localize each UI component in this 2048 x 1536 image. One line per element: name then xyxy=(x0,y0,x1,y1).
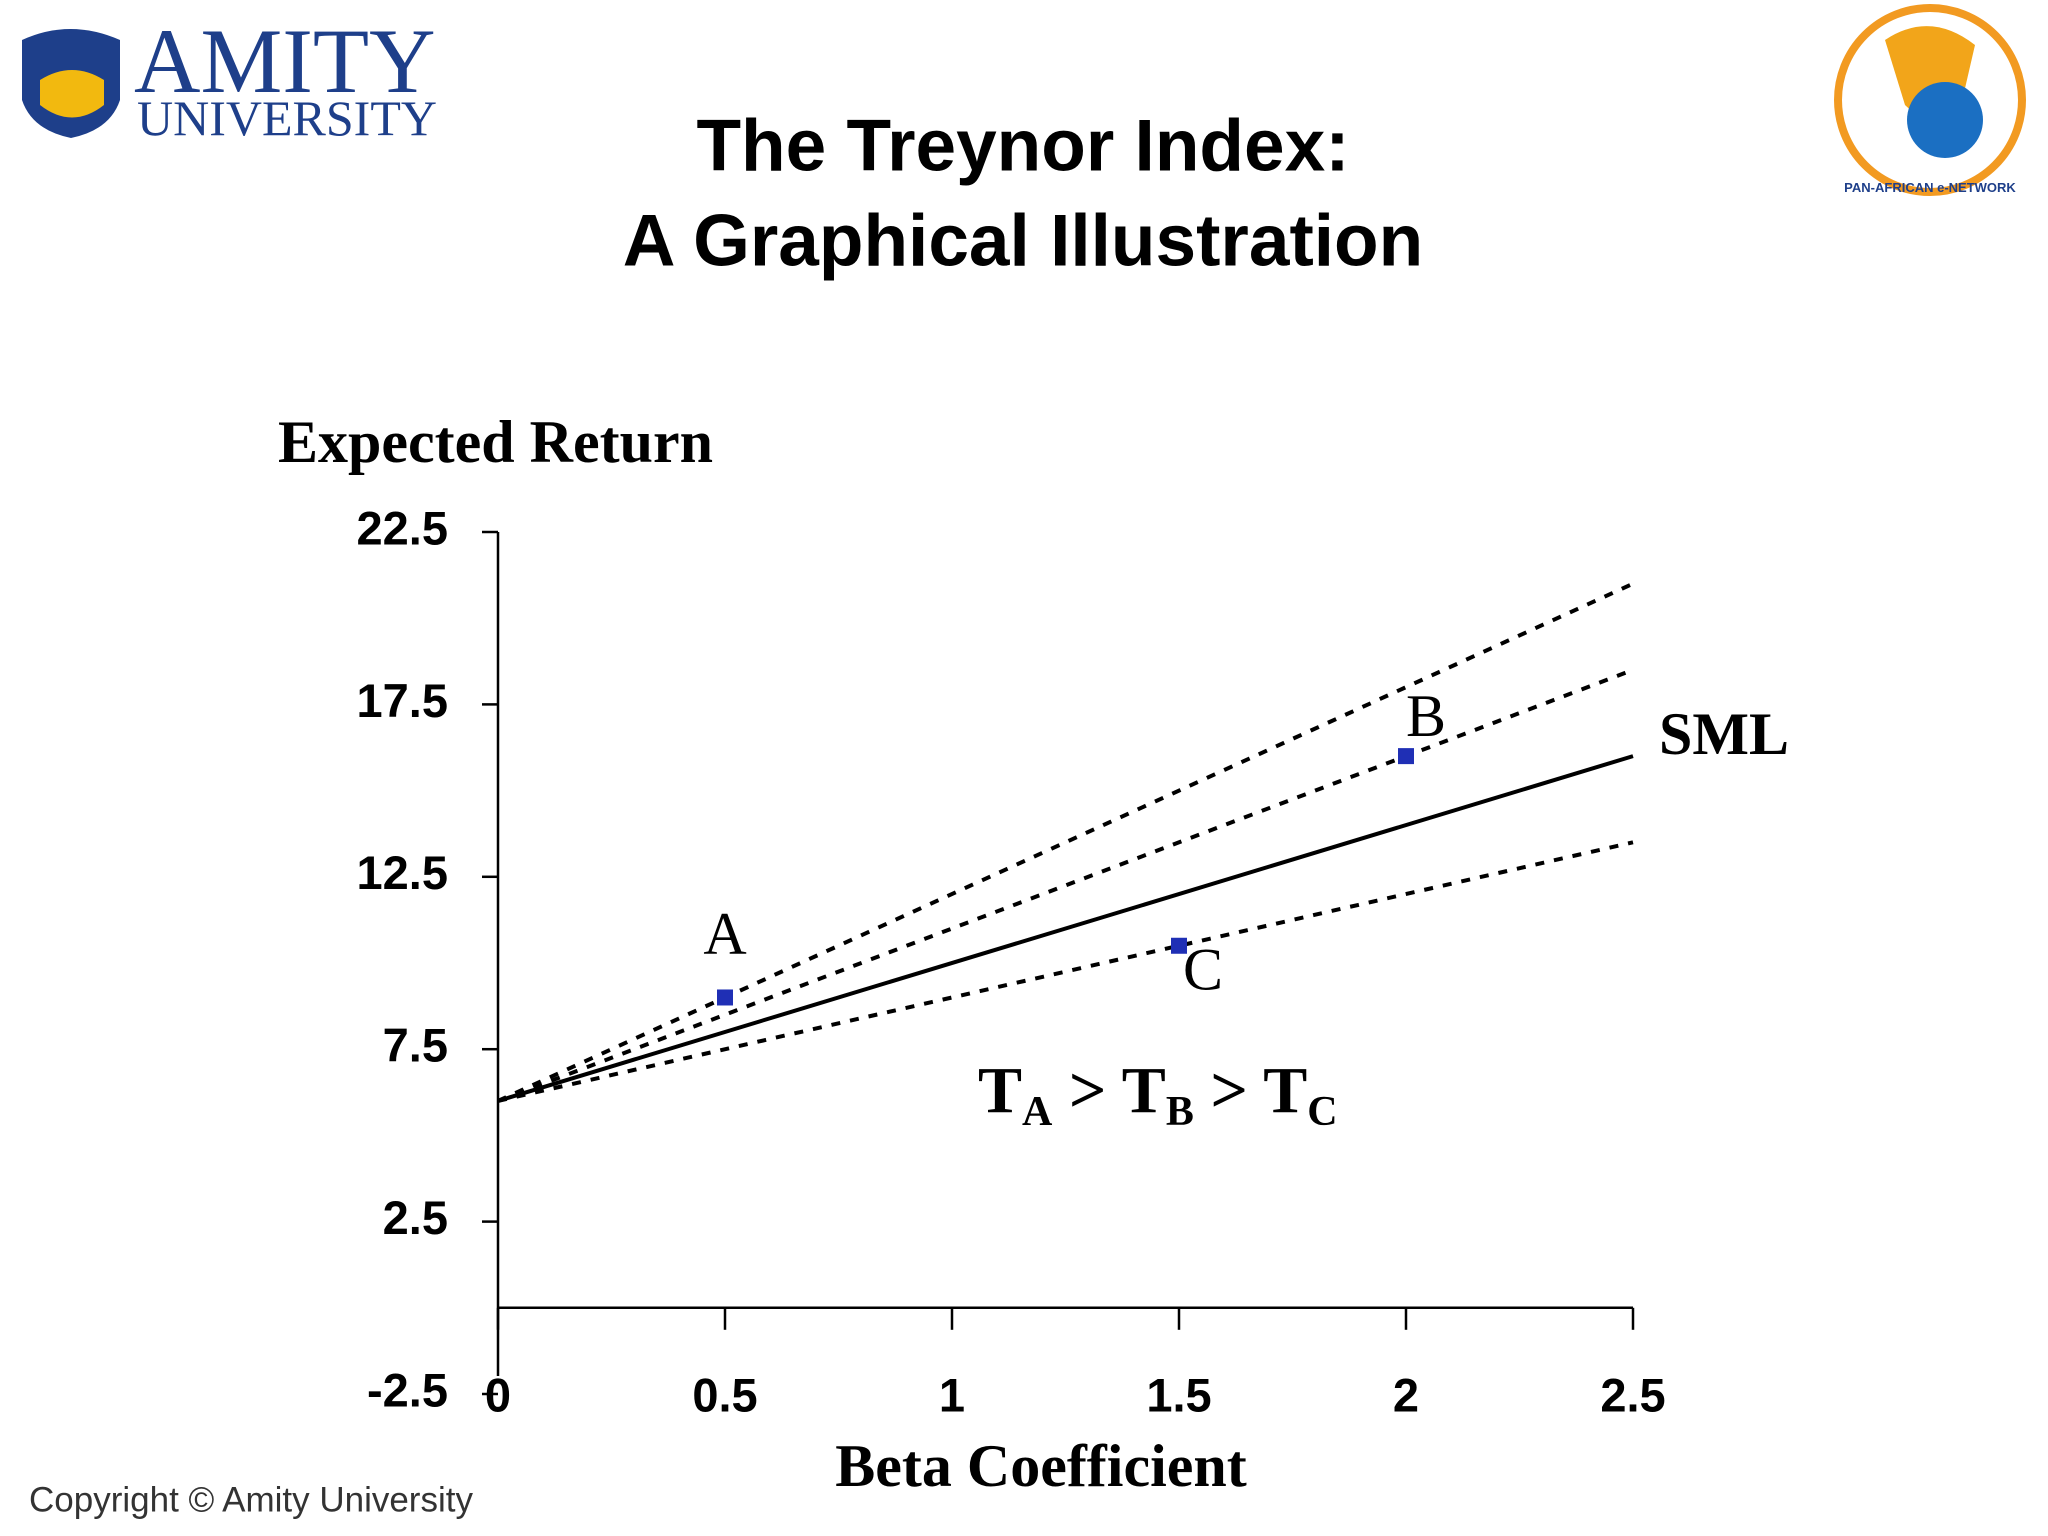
data-point xyxy=(1398,748,1414,765)
annotation-text: > T xyxy=(1194,1054,1307,1127)
annotation-subscript: A xyxy=(1022,1089,1053,1135)
point-label: A xyxy=(703,901,746,967)
shield-emblem xyxy=(40,70,104,118)
annotation-subscript: C xyxy=(1307,1089,1337,1135)
partner-logo: PAN-AFRICAN e-NETWORK xyxy=(1834,4,2026,196)
data-point xyxy=(1171,937,1187,954)
chart-title: The Treynor Index: xyxy=(696,105,1349,186)
logo-sub: UNIVERSITY xyxy=(137,90,437,146)
data-point xyxy=(717,989,733,1006)
x-tick-label: 0 xyxy=(485,1368,511,1421)
annotation-text: > T xyxy=(1052,1054,1165,1127)
point-label: B xyxy=(1406,683,1446,749)
x-tick-label: 2 xyxy=(1393,1368,1419,1421)
x-tick-label: 0.5 xyxy=(692,1368,757,1421)
x-axis-label: Beta Coefficient xyxy=(835,1433,1247,1499)
logo-e xyxy=(1907,82,1983,158)
amity-logo: AMITY UNIVERSITY xyxy=(22,10,437,146)
dotted-line xyxy=(497,668,1634,1103)
footer: Copyright © Amity University xyxy=(29,1480,473,1519)
y-tick-label: 2.5 xyxy=(383,1191,448,1244)
dotted-line xyxy=(497,840,1634,1103)
y-tick-label: -2.5 xyxy=(367,1363,448,1416)
x-tick-label: 1.5 xyxy=(1146,1368,1211,1421)
annotation: TA > TB > TC xyxy=(978,1054,1338,1135)
x-tick-label: 1 xyxy=(939,1368,965,1421)
sml-line xyxy=(497,754,1634,1103)
annotation-text: T xyxy=(978,1054,1022,1127)
y-axis-label: Expected Return xyxy=(278,409,713,475)
x-tick-label: 2.5 xyxy=(1600,1368,1665,1421)
series-label: SML xyxy=(1659,701,1789,767)
chart-title: A Graphical Illustration xyxy=(623,200,1423,281)
point-label: C xyxy=(1183,937,1223,1003)
y-tick-label: 12.5 xyxy=(357,846,448,899)
y-tick-label: 17.5 xyxy=(357,674,448,727)
y-tick-label: 22.5 xyxy=(357,501,448,554)
logo-name: AMITY xyxy=(134,10,436,112)
partner-logo-text: PAN-AFRICAN e-NETWORK xyxy=(1844,180,2016,195)
y-tick-label: 7.5 xyxy=(383,1019,448,1072)
annotation-subscript: B xyxy=(1166,1089,1194,1135)
